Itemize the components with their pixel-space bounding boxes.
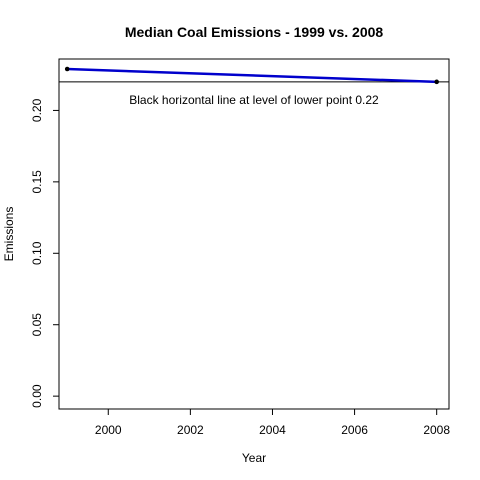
y-tick-label: 0.00 [30,384,44,408]
y-tick-label: 0.15 [30,170,44,194]
chart-title: Median Coal Emissions - 1999 vs. 2008 [125,24,384,40]
points-group [64,66,439,85]
series-group [67,67,437,84]
y-tick-label: 0.10 [30,241,44,265]
x-tick-label: 2002 [177,423,204,437]
y-tick-label: 0.20 [30,98,44,122]
y-axis-label: Emissions [2,207,16,262]
x-axis-label: Year [242,451,266,465]
x-tick-label: 2006 [341,423,368,437]
y-axis: 0.00 0.05 0.10 0.15 0.20 [30,98,60,408]
series-line-0 [67,67,437,84]
x-axis: 2000 2002 2004 2006 2008 [95,408,450,437]
annotation-text: Black horizontal line at level of lower … [129,93,379,107]
x-tick-label: 2004 [259,423,286,437]
x-tick-label: 2008 [423,423,450,437]
x-tick-label: 2000 [95,423,122,437]
data-point-1999 [64,66,70,72]
data-point-2008 [434,79,439,85]
plot-frame [58,58,450,410]
y-tick-label: 0.05 [30,313,44,337]
